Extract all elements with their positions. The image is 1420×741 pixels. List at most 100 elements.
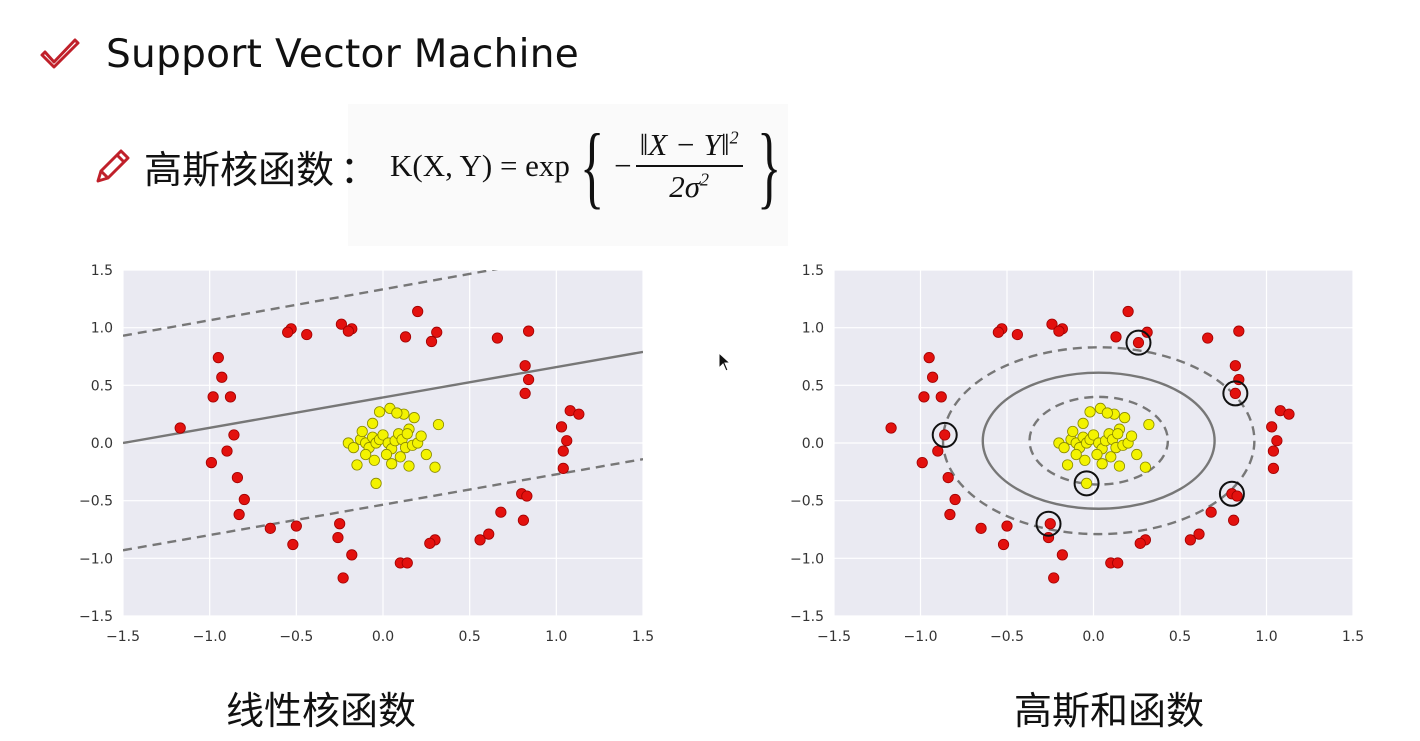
margin-line <box>123 270 499 337</box>
red-point <box>483 528 495 540</box>
x-tick-label: 0.5 <box>459 629 481 645</box>
red-point <box>301 328 313 341</box>
x-tick-label: 0.5 <box>1169 629 1191 645</box>
red-point <box>205 457 217 469</box>
red-point <box>290 520 302 532</box>
red-point <box>517 514 530 526</box>
yellow-point <box>1139 461 1152 473</box>
red-point <box>1056 549 1068 561</box>
x-tick-label: −0.5 <box>990 629 1024 645</box>
red-point <box>1266 421 1278 433</box>
red-point <box>399 331 412 343</box>
red-point <box>424 537 436 549</box>
support-vector-ring <box>1125 329 1152 356</box>
y-tick-label: 1.5 <box>91 263 113 279</box>
yellow-point <box>356 425 368 438</box>
red-point <box>949 493 961 506</box>
red-point <box>1231 490 1243 502</box>
margin-line <box>123 457 643 552</box>
yellow-point <box>1091 448 1103 461</box>
red-point <box>224 391 237 403</box>
red-point <box>1267 445 1280 457</box>
red-point <box>216 371 228 383</box>
x-tick-label: 1.5 <box>632 629 654 645</box>
y-tick-label: −1.0 <box>790 551 824 567</box>
margin-ellipse <box>1028 395 1170 486</box>
gaussian-chart: −1.5 −1.0 −0.5 0.0 0.5 1.0 1.5 1.5 1.0 0.5 0.0 −0.5… <box>790 263 1364 645</box>
formula-lhs: K(X, Y) = exp <box>390 148 570 183</box>
decision-line <box>123 350 643 445</box>
y-tick-label: −1.5 <box>790 609 824 625</box>
red-point <box>335 318 347 330</box>
red-point <box>1141 326 1153 338</box>
x-tick-label: 0.0 <box>1082 629 1104 645</box>
formula-background <box>348 104 788 246</box>
slide-title: Support Vector Machine <box>38 32 579 77</box>
yellow-point <box>386 458 398 470</box>
yellow-point <box>1101 407 1113 419</box>
y-tick-label: 1.0 <box>91 321 113 337</box>
yellow-point <box>360 448 372 461</box>
red-point <box>918 391 930 403</box>
x-tick-label: −1.0 <box>193 629 227 645</box>
red-point <box>573 408 585 420</box>
x-tick-label: −1.5 <box>817 629 851 645</box>
yellow-point <box>1125 430 1138 442</box>
yellow-point <box>1112 428 1124 440</box>
red-point <box>557 462 569 474</box>
yellow-point <box>394 451 406 463</box>
red-point <box>1228 514 1240 526</box>
yellow-point <box>1084 406 1096 418</box>
red-point <box>561 435 573 447</box>
formula-numerator: ‖X − Y‖2 <box>635 127 743 167</box>
yellow-point <box>420 448 432 461</box>
red-point <box>228 429 240 441</box>
red-point <box>1011 328 1023 341</box>
red-point <box>944 508 956 521</box>
right-chart-caption: 高斯和函数 <box>1014 689 1205 733</box>
red-point <box>412 305 424 318</box>
decision-ellipse <box>981 371 1216 510</box>
red-point <box>1283 408 1295 420</box>
red-point <box>975 522 987 534</box>
yellow-point <box>1077 417 1089 429</box>
y-tick-label: −1.5 <box>79 609 113 625</box>
red-point <box>885 422 897 434</box>
red-point <box>1110 331 1122 343</box>
yellow-point <box>1119 412 1131 424</box>
red-point <box>431 326 443 338</box>
yellow-point <box>1070 448 1082 461</box>
red-point <box>521 490 533 502</box>
x-tick-label: 1.0 <box>1255 629 1277 645</box>
red-point <box>1112 557 1124 569</box>
red-point <box>1233 325 1245 337</box>
yellow-point <box>1058 442 1070 454</box>
red-point <box>1134 537 1146 549</box>
yellow-point <box>1079 454 1091 466</box>
yellow-point <box>1080 477 1093 489</box>
title-text: Support Vector Machine <box>106 32 580 77</box>
red-point <box>1042 531 1055 544</box>
red-point <box>342 325 354 337</box>
formula-minus: − <box>614 148 632 183</box>
red-point <box>992 326 1004 338</box>
y-tick-label: −0.5 <box>790 494 824 510</box>
red-point <box>1271 435 1283 447</box>
red-point <box>1132 337 1145 349</box>
y-tick-label: 1.0 <box>802 321 824 337</box>
y-tick-label: −0.5 <box>79 494 113 510</box>
colon: ： <box>340 147 379 192</box>
red-point <box>474 534 486 546</box>
x-tick-label: 1.0 <box>545 629 567 645</box>
red-point <box>927 371 939 383</box>
red-point <box>935 391 947 403</box>
yellow-point <box>1061 459 1074 471</box>
right-brace: } <box>756 115 781 217</box>
red-point <box>491 332 503 344</box>
red-point <box>522 325 535 337</box>
yellow-point <box>1131 448 1143 461</box>
red-point <box>207 391 219 403</box>
red-point <box>519 360 531 372</box>
yellow-point <box>368 454 380 466</box>
red-point <box>557 445 569 457</box>
